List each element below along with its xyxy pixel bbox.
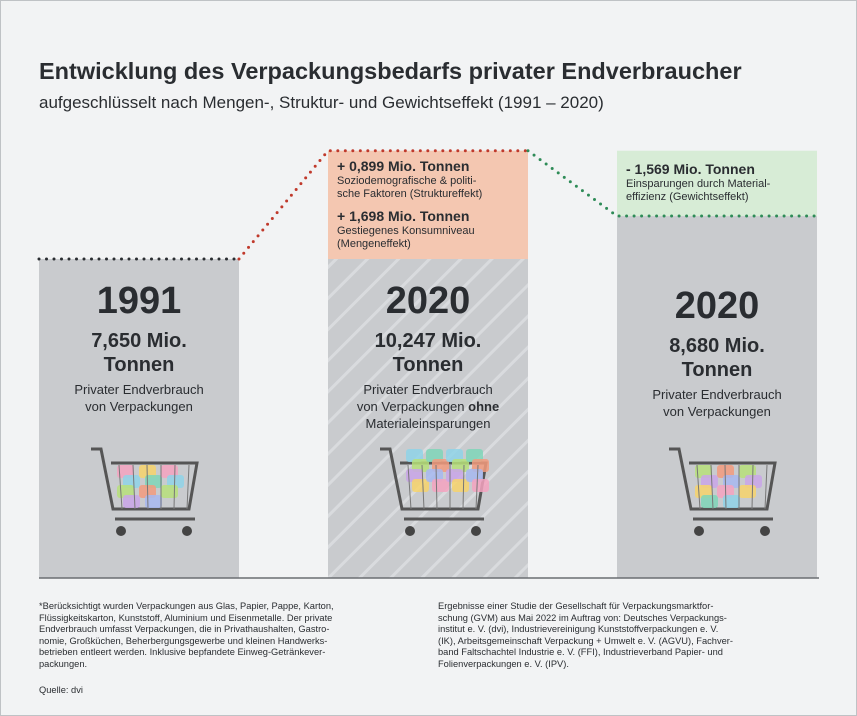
cart-grid — [751, 464, 754, 510]
cart-item — [695, 465, 712, 478]
cart-icon — [91, 447, 199, 511]
cart-grid — [724, 464, 727, 510]
footnote-right: Ergebnisse einer Studie der Gesellschaft… — [438, 601, 733, 669]
cart-item — [406, 469, 423, 482]
cart-item — [426, 449, 443, 462]
value-label: 7,650 Mio. — [91, 330, 187, 352]
description: Privater Endverbrauch von Verpackungen — [652, 387, 782, 419]
cart-item — [426, 469, 443, 482]
cart-grid — [186, 464, 190, 510]
footnote-left: *Berücksichtigt wurden Verpackungen aus … — [39, 601, 334, 669]
cart-item — [123, 475, 140, 488]
bar-2020-base — [328, 259, 528, 578]
cart-wheel — [182, 526, 192, 536]
year-label: 2020 — [674, 285, 760, 327]
effect-desc: Gestiegenes Konsumniveau — [337, 225, 475, 237]
cart-grid — [710, 464, 714, 510]
cart-item — [117, 465, 134, 478]
effect-value: + 1,698 Mio. Tonnen — [337, 208, 470, 224]
cart-item — [739, 485, 756, 498]
cart-grid — [421, 464, 425, 510]
cart-item — [161, 485, 178, 498]
cart-grid — [146, 464, 149, 510]
cart-wheel — [694, 526, 704, 536]
cart-icon — [669, 447, 777, 511]
cart-grid — [764, 464, 768, 510]
effect-desc: Einsparungen durch Material- — [626, 178, 771, 190]
cart-item — [412, 459, 429, 472]
page-subtitle: aufgeschlüsselt nach Mengen-, Struktur- … — [39, 93, 604, 112]
cart-grid — [475, 464, 479, 510]
cart-item — [701, 495, 718, 508]
cart-item — [123, 495, 140, 508]
effect-value: - 1,569 Mio. Tonnen — [626, 161, 755, 177]
year-label: 2020 — [385, 280, 471, 322]
cart-item — [472, 459, 489, 472]
value-label: 8,680 Mio. — [669, 335, 765, 357]
effect-desc: (Mengeneffekt) — [337, 238, 411, 250]
cart-grid — [118, 464, 123, 510]
effect-value: + 0,899 Mio. Tonnen — [337, 158, 470, 174]
cart-item — [452, 459, 469, 472]
value-label: 10,247 Mio. — [374, 330, 482, 352]
column-2020: 2020 8,680 Mio. Tonnen Privater Endverbr… — [617, 284, 817, 420]
column-1991: 1991 7,650 Mio. Tonnen Privater Endverbr… — [39, 279, 239, 415]
cart-wheel — [405, 526, 415, 536]
effect-desc: sche Faktoren (Struktureffekt) — [337, 188, 483, 200]
description: Privater Endverbrauch von Verpackungen oh… — [356, 382, 500, 431]
cart-item — [723, 495, 740, 508]
cart-item — [472, 479, 489, 492]
cart-item — [161, 465, 178, 478]
cart-item — [723, 475, 740, 488]
cart-grid — [462, 464, 465, 510]
cart-item — [167, 475, 184, 488]
cart-grid — [407, 464, 412, 510]
bar-1991 — [39, 259, 239, 578]
cart-item — [412, 479, 429, 492]
cart-icon — [380, 447, 488, 511]
bar-increase — [328, 150, 528, 259]
unit-label: Tonnen — [103, 354, 175, 376]
effect-gewicht: - 1,569 Mio. Tonnen Einsparungen durch M… — [626, 161, 770, 204]
cart-item — [446, 449, 463, 462]
effect-struktur: + 0,899 Mio. Tonnen Soziodemografische &… — [337, 158, 482, 201]
cart-item — [432, 479, 449, 492]
cart-item — [745, 475, 762, 488]
bar-decrease — [617, 150, 817, 217]
effect-desc: effizienz (Gewichtseffekt) — [626, 191, 749, 203]
cart-wheel — [116, 526, 126, 536]
cart-item — [701, 475, 718, 488]
effect-menge: + 1,698 Mio. Tonnen Gestiegenes Konsumni… — [337, 208, 475, 251]
cart-item — [466, 469, 483, 482]
source: Quelle: dvi — [39, 685, 83, 695]
cart-item — [466, 449, 483, 462]
unit-label: Tonnen — [392, 354, 464, 376]
cart-wheel — [471, 526, 481, 536]
cart-item — [145, 495, 162, 508]
year-label: 1991 — [96, 280, 182, 322]
cart-item — [739, 465, 756, 478]
cart-grid — [132, 464, 136, 510]
effect-desc: Soziodemografische & politi- — [337, 175, 477, 187]
cart-grid — [173, 464, 176, 510]
page-title: Entwicklung des Verpackungsbedarfs priva… — [39, 58, 742, 84]
unit-label: Tonnen — [681, 359, 753, 381]
cart-item — [145, 475, 162, 488]
cart-grid — [435, 464, 438, 510]
cart-item — [452, 479, 469, 492]
decrease-line — [526, 149, 819, 218]
description: Privater Endverbrauch von Verpackungen — [74, 382, 204, 414]
column-2020-ohne: 2020 10,247 Mio. Tonnen Privater Endverb… — [328, 279, 528, 432]
cart-item — [406, 449, 423, 462]
cart-grid — [696, 464, 701, 510]
cart-wheel — [760, 526, 770, 536]
